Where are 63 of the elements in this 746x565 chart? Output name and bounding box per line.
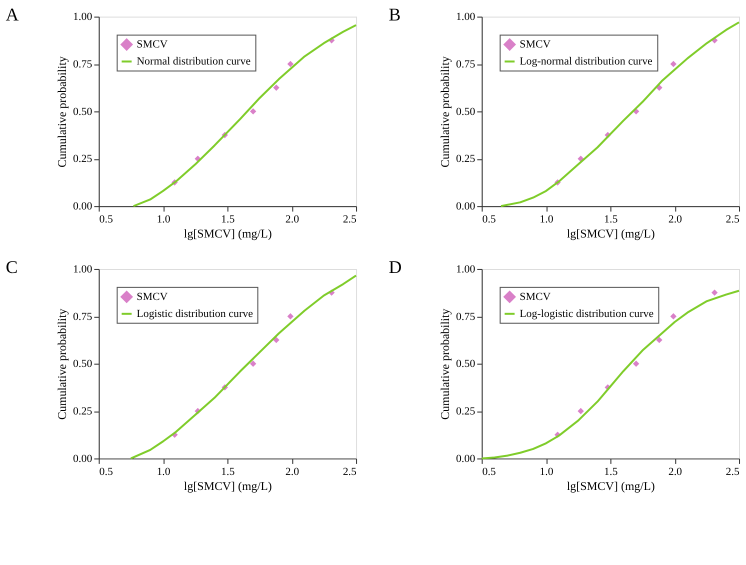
y-tick-label: 0.75 <box>456 310 476 323</box>
x-tick-label: 1.5 <box>221 214 236 226</box>
chart-title: B <box>388 4 401 25</box>
x-tick-label: 2.0 <box>285 214 300 226</box>
line-series <box>132 24 358 208</box>
y-tick-label: 0.50 <box>456 106 476 118</box>
y-tick-label: 0.00 <box>456 200 476 213</box>
x-tick-label: 0.5 <box>99 214 114 226</box>
y-tick-label: 0.25 <box>456 153 476 166</box>
y-tick-label: 0.75 <box>456 58 476 70</box>
x-axis-title: lg[SMCV] (mg/L) <box>184 226 272 241</box>
y-tick-label: 0.75 <box>73 58 93 70</box>
y-tick-label: 0.75 <box>73 310 93 323</box>
y-tick-label: 0.00 <box>73 452 93 465</box>
legend-label: Log-logistic distribution curve <box>520 308 654 320</box>
chart-title: C <box>6 256 18 277</box>
x-tick-label: 0.5 <box>99 466 114 478</box>
x-tick-label: 2.5 <box>726 466 740 478</box>
x-tick-label: 0.5 <box>482 214 496 226</box>
y-tick-label: 0.25 <box>73 406 93 418</box>
y-tick-label: 0.50 <box>73 106 93 118</box>
y-tick-label: 0.50 <box>73 358 93 370</box>
legend-label: Log-normal distribution curve <box>520 55 653 68</box>
x-tick-label: 2.0 <box>285 466 300 478</box>
y-axis-title: Cumulative probability <box>438 308 452 420</box>
legend-label: Logistic distribution curve <box>136 308 254 320</box>
legend-label: Normal distribution curve <box>136 55 251 68</box>
x-tick-label: 2.5 <box>342 214 358 226</box>
y-tick-label: 0.50 <box>456 358 476 370</box>
x-axis-title: lg[SMCV] (mg/L) <box>566 478 655 493</box>
line-series <box>500 21 740 208</box>
x-tick-label: 1.5 <box>604 466 618 478</box>
legend-label: SMCV <box>136 38 168 51</box>
x-tick-label: 0.5 <box>482 466 496 478</box>
y-tick-label: 0.00 <box>73 200 93 213</box>
line-series <box>130 274 358 460</box>
x-tick-label: 1.0 <box>156 214 171 226</box>
legend-label: SMCV <box>520 290 551 303</box>
legend-label: SMCV <box>520 38 551 51</box>
x-tick-label: 1.0 <box>156 466 171 478</box>
y-tick-label: 0.25 <box>73 153 93 166</box>
y-tick-label: 0.00 <box>456 452 476 465</box>
y-tick-label: 1.00 <box>456 263 476 276</box>
legend-label: SMCV <box>136 290 168 303</box>
x-tick-label: 2.5 <box>342 466 358 478</box>
y-axis-title: Cumulative probability <box>55 308 70 420</box>
x-tick-label: 1.0 <box>540 214 554 226</box>
x-tick-label: 1.5 <box>604 214 618 226</box>
y-tick-label: 1.00 <box>73 263 93 276</box>
x-axis-title: lg[SMCV] (mg/L) <box>184 478 272 493</box>
y-axis-title: Cumulative probability <box>438 56 452 168</box>
x-axis-title: lg[SMCV] (mg/L) <box>566 226 655 241</box>
chart-title: A <box>6 4 19 25</box>
chart-title: D <box>388 256 402 277</box>
x-tick-label: 2.5 <box>726 214 740 226</box>
y-axis-title: Cumulative probability <box>55 56 70 168</box>
y-tick-label: 0.25 <box>456 406 476 418</box>
x-tick-label: 1.0 <box>540 466 554 478</box>
y-tick-label: 1.00 <box>73 11 93 24</box>
x-tick-label: 2.0 <box>668 214 683 226</box>
y-tick-label: 1.00 <box>456 11 476 24</box>
x-tick-label: 2.0 <box>668 466 683 478</box>
x-tick-label: 1.5 <box>221 466 236 478</box>
